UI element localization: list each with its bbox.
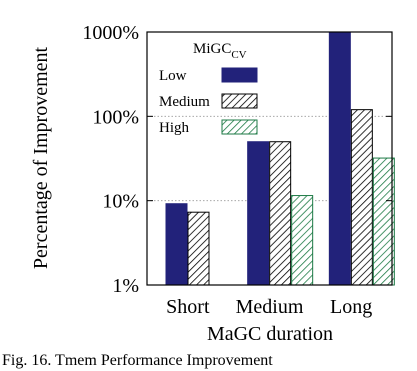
figure-caption: Fig. 16. Tmem Performance Improvement bbox=[2, 352, 273, 369]
bar-medium-long bbox=[350, 109, 373, 286]
plot-frame bbox=[146, 31, 393, 286]
x-axis-label: MaGC duration bbox=[207, 323, 333, 345]
y-tick-label: 1% bbox=[112, 275, 139, 297]
bar-low-medium bbox=[247, 141, 270, 286]
legend-label: Medium bbox=[159, 94, 210, 110]
y-tick-label: 10% bbox=[102, 191, 139, 213]
legend-swatch-low bbox=[221, 67, 258, 83]
bar-high-long bbox=[372, 157, 395, 286]
x-tick-label: Long bbox=[330, 296, 372, 318]
x-tick-label: Short bbox=[166, 296, 210, 318]
y-tick-label: 1000% bbox=[82, 22, 139, 44]
legend-label: Low bbox=[159, 68, 187, 84]
x-tick-label: Medium bbox=[236, 296, 304, 318]
y-axis-label: Percentage of Improvement bbox=[30, 46, 52, 269]
y-tick-label: 100% bbox=[92, 106, 139, 128]
bar-high-medium bbox=[291, 195, 314, 286]
bar-low-long bbox=[328, 31, 351, 286]
legend-items: Low Medium High bbox=[159, 67, 258, 136]
bar-medium-short bbox=[187, 211, 210, 286]
legend: MiGCCV Low Medium High bbox=[159, 41, 258, 136]
y-axis-ticks: 1% 10% 100% 1000% bbox=[82, 22, 392, 297]
legend-swatch-high bbox=[221, 119, 258, 135]
bar-chart: 1% 10% 100% 1000% Short Medium Long Percentag… bbox=[30, 22, 395, 345]
legend-label: High bbox=[159, 120, 190, 136]
x-axis-ticks: Short Medium Long bbox=[166, 296, 372, 318]
legend-title: MiGCCV bbox=[193, 41, 247, 61]
bar-medium-medium bbox=[269, 141, 292, 286]
bar-low-short bbox=[165, 203, 188, 286]
legend-swatch-medium bbox=[221, 93, 258, 109]
bars bbox=[165, 31, 395, 286]
